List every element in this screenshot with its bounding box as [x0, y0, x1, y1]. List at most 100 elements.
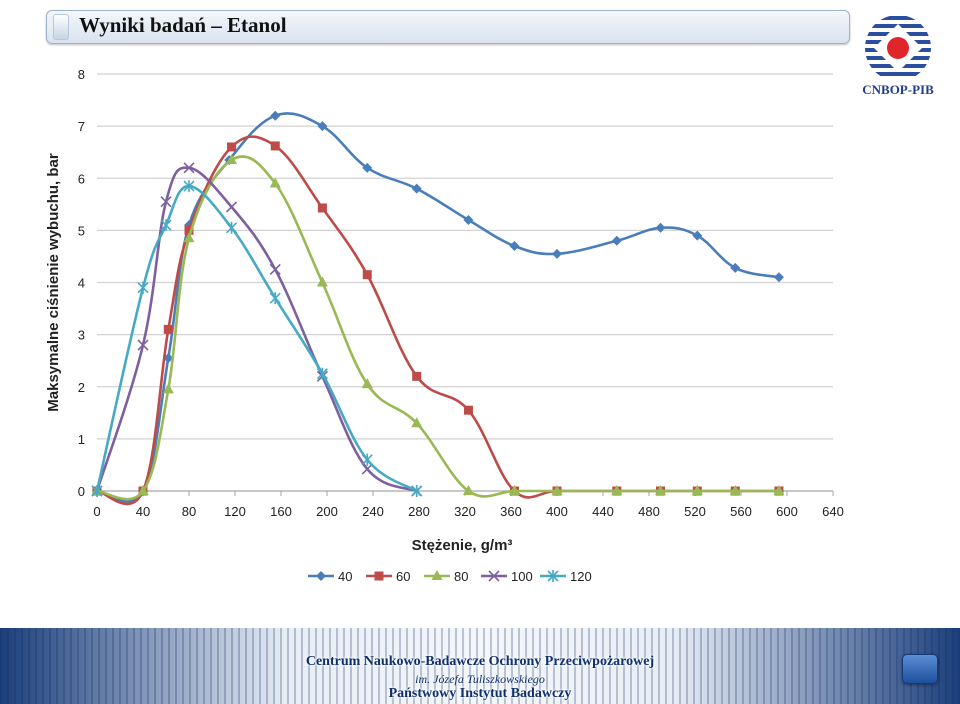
- footer-line-3: Państwowy Instytut Badawczy: [388, 686, 572, 701]
- data-point: [508, 485, 520, 495]
- data-point: [137, 339, 149, 351]
- x-tick-label: 520: [684, 504, 706, 519]
- legend-item-80: 80: [424, 569, 468, 584]
- y-tick-label: 4: [78, 276, 85, 291]
- legend-marker: [316, 571, 326, 581]
- data-point: [655, 222, 666, 233]
- y-tick-label: 8: [78, 67, 85, 82]
- data-point: [225, 201, 238, 213]
- data-point: [773, 272, 784, 283]
- y-tick-labels: 0 1 2 3 4 5 6 7 8: [78, 67, 85, 499]
- data-point: [91, 485, 103, 497]
- legend-label: 40: [338, 569, 352, 584]
- data-point: [269, 177, 281, 188]
- data-point: [362, 270, 372, 280]
- series-80: [91, 154, 785, 501]
- data-point: [362, 162, 373, 173]
- y-tick-label: 5: [78, 223, 85, 238]
- data-point: [226, 154, 238, 165]
- data-point: [412, 371, 422, 381]
- legend-label: 60: [396, 569, 410, 584]
- data-point: [692, 230, 703, 241]
- footer-pattern: [0, 628, 960, 704]
- pressure-chart: 0 40 80 120 160 200 240 280 320 360 400 440 480 520 56…: [45, 67, 844, 584]
- data-point: [361, 378, 373, 389]
- data-point: [773, 485, 785, 495]
- x-tick-label: 40: [136, 504, 150, 519]
- x-tick-labels: 0 40 80 120 160 200 240 280 320 360 400 440 480 520 56…: [93, 491, 844, 519]
- data-point: [183, 232, 195, 243]
- data-point: [611, 485, 623, 495]
- data-point: [270, 141, 280, 151]
- data-point: [655, 485, 666, 495]
- slide-title: Wyniki badań – Etanol: [79, 13, 287, 37]
- legend-label: 100: [511, 569, 533, 584]
- slide-nav-button[interactable]: [902, 654, 938, 684]
- data-point: [463, 405, 473, 415]
- data-point: [270, 110, 281, 121]
- data-point: [137, 281, 149, 294]
- data-point: [316, 367, 328, 380]
- x-tick-label: 120: [224, 504, 246, 519]
- series-60: [92, 135, 784, 506]
- data-point: [552, 248, 562, 259]
- y-tick-label: 2: [78, 380, 85, 395]
- y-tick-label: 6: [78, 171, 85, 186]
- x-tick-label: 440: [592, 504, 614, 519]
- title-bar: Wyniki badań – Etanol: [46, 10, 850, 44]
- legend-marker: [431, 570, 443, 580]
- data-point: [509, 241, 520, 252]
- data-point: [691, 485, 703, 495]
- legend-marker: [488, 570, 500, 582]
- data-point: [269, 292, 281, 305]
- series-line-80: [96, 155, 779, 501]
- data-point: [160, 219, 172, 232]
- y-tick-label: 0: [78, 484, 85, 499]
- data-point: [269, 263, 281, 276]
- footer-line-2: im. Józefa Tuliszkowskiego: [415, 672, 545, 686]
- y-tick-label: 3: [78, 328, 85, 343]
- y-tick-label: 7: [78, 119, 85, 134]
- grid-lines: [97, 73, 833, 492]
- series-120: [91, 180, 423, 497]
- legend-label: 80: [454, 569, 468, 584]
- data-point: [227, 142, 237, 152]
- data-point: [137, 485, 149, 495]
- footer-line-1: Centrum Naukowo-Badawcze Ochrony Przeciw…: [305, 654, 655, 669]
- data-point: [411, 417, 423, 428]
- x-tick-label: 640: [822, 504, 844, 519]
- x-tick-label: 320: [454, 504, 476, 519]
- series-layer: [91, 110, 785, 506]
- data-point: [361, 453, 373, 466]
- legend-item-60: 60: [366, 569, 410, 584]
- data-point: [183, 162, 195, 174]
- data-point: [183, 180, 195, 193]
- legend-label: 120: [570, 569, 592, 584]
- legend: 40 60 80 100 120: [308, 569, 592, 584]
- legend-marker: [547, 570, 559, 582]
- series-line-100: [95, 166, 418, 493]
- data-point: [411, 485, 423, 497]
- data-point: [317, 121, 328, 132]
- data-point: [551, 485, 563, 495]
- data-point: [462, 485, 474, 495]
- x-tick-label: 360: [500, 504, 522, 519]
- legend-item-40: 40: [308, 569, 352, 584]
- data-point: [316, 276, 328, 287]
- x-tick-label: 480: [638, 504, 660, 519]
- legend-marker: [374, 571, 384, 581]
- cnbop-logo: [865, 15, 931, 81]
- data-point: [361, 463, 373, 475]
- data-point: [184, 225, 194, 235]
- data-point: [611, 235, 622, 246]
- y-axis-label: Maksymalne ciśnienie wybuchu, bar: [45, 153, 62, 412]
- x-tick-label: 80: [182, 504, 196, 519]
- x-tick-label: 400: [546, 504, 568, 519]
- legend-item-120: 120: [540, 569, 592, 584]
- x-tick-label: 600: [776, 504, 798, 519]
- data-point: [317, 203, 327, 213]
- data-point: [411, 183, 422, 194]
- data-point: [163, 324, 173, 334]
- title-bar-accent: [53, 14, 69, 40]
- data-point: [162, 383, 174, 394]
